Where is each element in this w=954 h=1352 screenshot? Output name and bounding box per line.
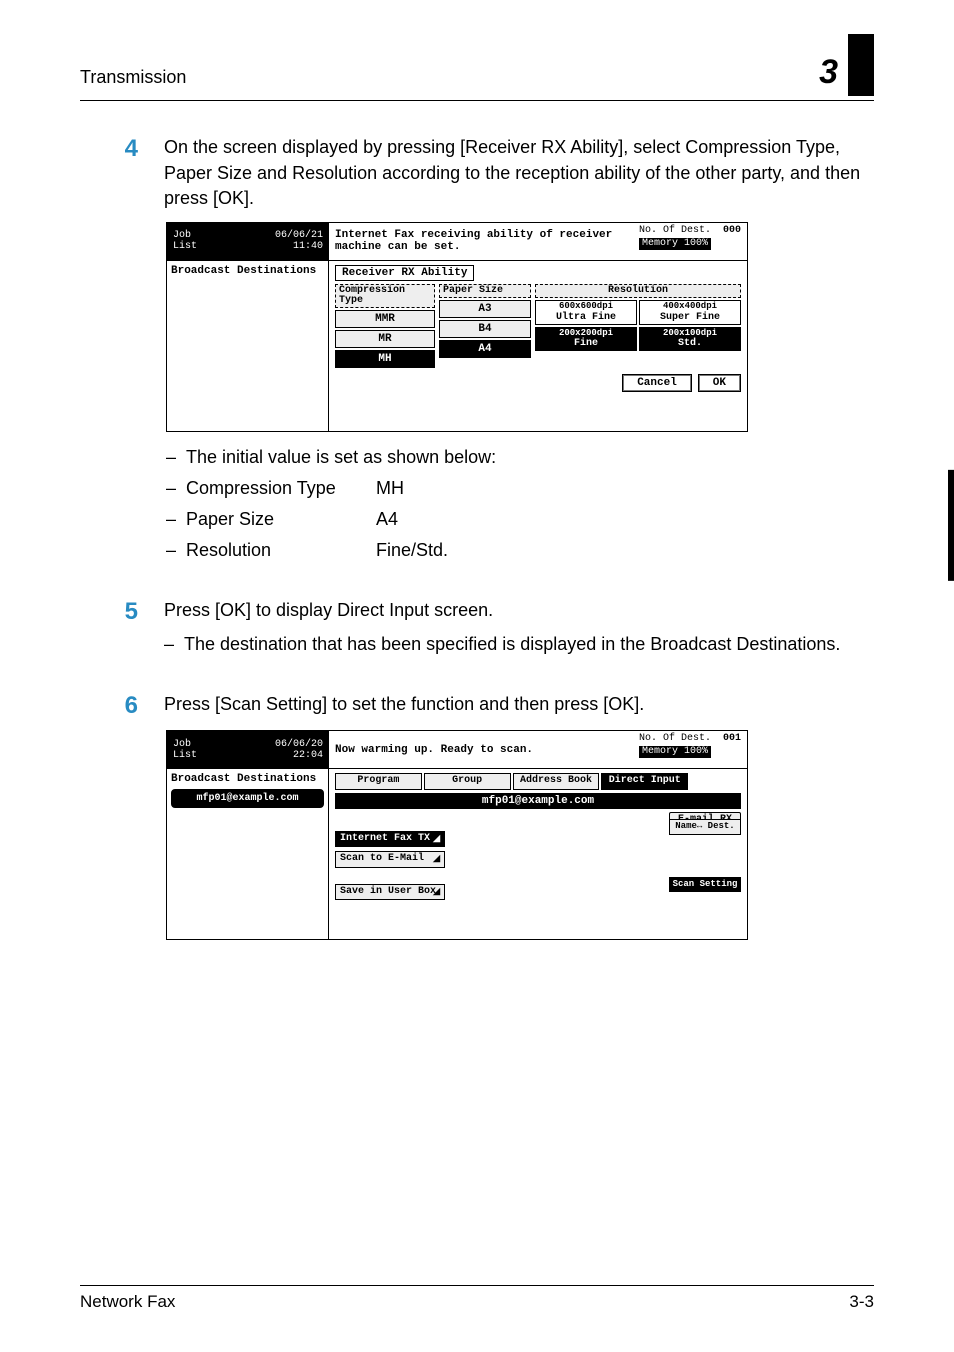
compression-mmr[interactable]: MMR [335, 310, 435, 328]
status-message: Internet Fax receiving ability of receiv… [329, 223, 635, 260]
step-sub: The initial value is set as shown below: [166, 444, 874, 471]
chapter-number: 3 [819, 53, 838, 92]
name-dest-toggle[interactable]: Name↔ Dest. [669, 819, 741, 834]
ok-button[interactable]: OK [698, 374, 741, 392]
footer-left: Network Fax [80, 1292, 175, 1312]
tab-group[interactable]: Group [424, 773, 511, 790]
step-sub: The destination that has been specified … [164, 631, 874, 658]
tab-program[interactable]: Program [335, 773, 422, 790]
step-number: 5 [80, 598, 138, 659]
side-tab: Chapter 3 Transmission [948, 340, 954, 581]
chapter-box [848, 34, 874, 96]
scan-to-email-button[interactable]: Scan to E-Mail◢ [335, 851, 445, 868]
paper-a4[interactable]: A4 [439, 340, 531, 358]
step-kv: ResolutionFine/Std. [166, 537, 874, 564]
res-600[interactable]: 600x600dpi Ultra Fine [535, 300, 637, 325]
compression-mr[interactable]: MR [335, 330, 435, 348]
step-text: On the screen displayed by pressing [Rec… [164, 135, 874, 212]
res-200x200[interactable]: 200x200dpi Fine [535, 327, 637, 352]
res-400[interactable]: 400x400dpi Super Fine [639, 300, 741, 325]
step-text: Press [OK] to display Direct Input scree… [164, 598, 874, 624]
receiver-rx-title: Receiver RX Ability [335, 265, 474, 281]
status-panel: No. Of Dest. 000 Memory 100% [635, 223, 747, 260]
paper-size-header: Paper Size [439, 284, 531, 298]
address-display: mfp01@example.com [335, 793, 741, 809]
resolution-header: Resolution [535, 284, 741, 298]
tab-direct-input[interactable]: Direct Input [601, 773, 688, 790]
compression-mh[interactable]: MH [335, 350, 435, 368]
broadcast-destinations-label: Broadcast Destinations [171, 773, 324, 785]
save-in-user-box-button[interactable]: Save in User Box◢ [335, 884, 445, 901]
paper-b4[interactable]: B4 [439, 320, 531, 338]
screenshot-scan-setting: Job06/06/20 List22:04 Now warming up. Re… [166, 730, 748, 940]
step-text: Press [Scan Setting] to set the function… [164, 692, 874, 720]
scan-setting-button[interactable]: Scan Setting [669, 877, 741, 892]
tab-address-book[interactable]: Address Book [513, 773, 600, 790]
destination-item[interactable]: mfp01@example.com [171, 789, 324, 808]
job-list-button[interactable]: Job06/06/21 List11:40 [167, 223, 329, 260]
screenshot-receiver-rx: Job06/06/21 List11:40 Internet Fax recei… [166, 222, 748, 432]
footer-right: 3-3 [849, 1292, 874, 1312]
step-number: 6 [80, 692, 138, 720]
header-section: Transmission [80, 67, 186, 88]
step-kv: Paper SizeA4 [166, 506, 874, 533]
step-kv: Compression TypeMH [166, 475, 874, 502]
status-message: Now warming up. Ready to scan. [329, 731, 635, 768]
paper-a3[interactable]: A3 [439, 300, 531, 318]
internet-fax-tx-button[interactable]: Internet Fax TX◢ [335, 831, 445, 848]
status-panel: No. Of Dest. 001 Memory 100% [635, 731, 747, 768]
broadcast-destinations-label: Broadcast Destinations [171, 265, 324, 277]
cancel-button[interactable]: Cancel [622, 374, 692, 392]
job-list-button[interactable]: Job06/06/20 List22:04 [167, 731, 329, 768]
res-200x100[interactable]: 200x100dpi Std. [639, 327, 741, 352]
step-number: 4 [80, 135, 138, 212]
compression-type-header: Compression Type [335, 284, 435, 308]
